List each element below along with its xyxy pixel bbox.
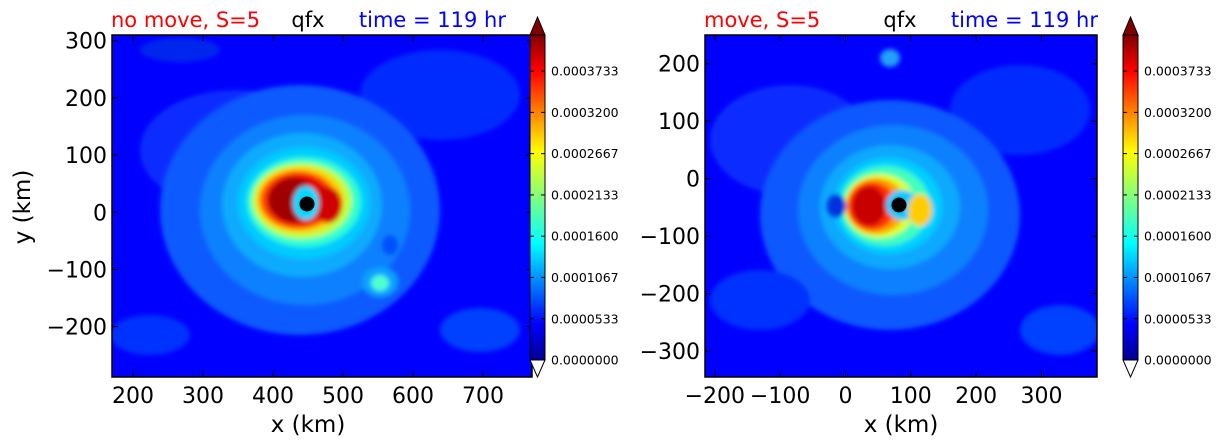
left-cbtick-label: 0.0003733: [551, 64, 619, 79]
right-storm-eye: [891, 197, 907, 213]
right-xtick-label: 0: [838, 384, 852, 409]
right-ytick-label: 100: [658, 110, 700, 135]
left-ytick-label: 300: [65, 30, 107, 55]
right-cbtick-label: 0.0002667: [1144, 146, 1212, 161]
right-field: [705, 35, 1097, 377]
left-cbtick-label: 0.0001067: [551, 270, 619, 285]
right-cbtick-label: 0.0002133: [1144, 187, 1212, 202]
left-title-left: no move, S=5: [111, 8, 260, 32]
left-x-ticks: 200 300 400 500 600 700: [112, 35, 504, 409]
right-cbtick-label: 0.0000533: [1144, 311, 1212, 326]
right-ytick-label: 200: [658, 53, 700, 78]
right-ytick-label: −200: [640, 283, 700, 308]
left-xtick-label: 300: [182, 384, 224, 409]
right-x-ticks: −200 −100 0 100 200 300: [685, 35, 1062, 409]
right-xtick-label: 200: [955, 384, 997, 409]
right-title-right: time = 119 hr: [951, 8, 1098, 32]
right-title-center: qfx: [883, 8, 916, 32]
right-cbtick-label: 0.0003733: [1144, 64, 1212, 79]
right-title-left: move, S=5: [704, 8, 820, 32]
left-ytick-label: 0: [93, 201, 107, 226]
left-colorbar: 0.0000000 0.0000533 0.0001067 0.0001600 0.00…: [529, 15, 619, 379]
left-field: [112, 35, 532, 377]
left-xtick-label: 700: [462, 384, 504, 409]
left-cbtick-label: 0.0002133: [551, 187, 619, 202]
left-ytick-label: −100: [47, 258, 107, 283]
left-storm-eye: [299, 196, 315, 212]
left-panel: no move, S=5 qfx time = 119 hr: [10, 8, 619, 438]
left-xtick-label: 500: [322, 384, 364, 409]
left-cbtick-label: 0.0000533: [551, 311, 619, 326]
right-ytick-label: −300: [640, 340, 700, 365]
left-ytick-label: 200: [65, 87, 107, 112]
left-xtick-label: 600: [392, 384, 434, 409]
right-plot-frame: [704, 34, 1098, 378]
left-y-axis-label: y (km): [10, 170, 36, 245]
right-ytick-label: −100: [640, 225, 700, 250]
right-xtick-label: 300: [1020, 384, 1062, 409]
left-cbtick-label: 0.0000000: [551, 353, 619, 368]
left-cbtick-label: 0.0001600: [551, 229, 619, 244]
left-title-right: time = 119 hr: [359, 8, 506, 32]
right-cbtick-label: 0.0001600: [1144, 229, 1212, 244]
right-ytick-label: 0: [686, 168, 700, 193]
left-ytick-label: −200: [47, 316, 107, 341]
left-cbtick-label: 0.0003200: [551, 105, 619, 120]
right-xtick-label: −200: [685, 384, 745, 409]
left-ytick-label: 100: [65, 144, 107, 169]
left-xtick-label: 400: [252, 384, 294, 409]
right-cbtick-label: 0.0000000: [1144, 353, 1212, 368]
left-x-axis-label: x (km): [271, 412, 346, 438]
right-colorbar: 0.0000000 0.0000533 0.0001067 0.0001600 0.00…: [1122, 15, 1212, 379]
left-title-center: qfx: [291, 8, 324, 32]
right-y-ticks: −300 −200 −100 0 100 200: [640, 53, 1097, 365]
right-xtick-label: −100: [750, 384, 810, 409]
left-y-ticks: −200 −100 0 100 200 300: [47, 30, 532, 341]
right-xtick-label: 100: [890, 384, 932, 409]
left-xtick-label: 200: [112, 384, 154, 409]
right-x-axis-label: x (km): [864, 412, 939, 438]
right-panel: move, S=5 qfx time = 119 hr: [640, 8, 1212, 438]
right-cbtick-label: 0.0003200: [1144, 105, 1212, 120]
right-cbtick-label: 0.0001067: [1144, 270, 1212, 285]
left-cbtick-label: 0.0002667: [551, 146, 619, 161]
